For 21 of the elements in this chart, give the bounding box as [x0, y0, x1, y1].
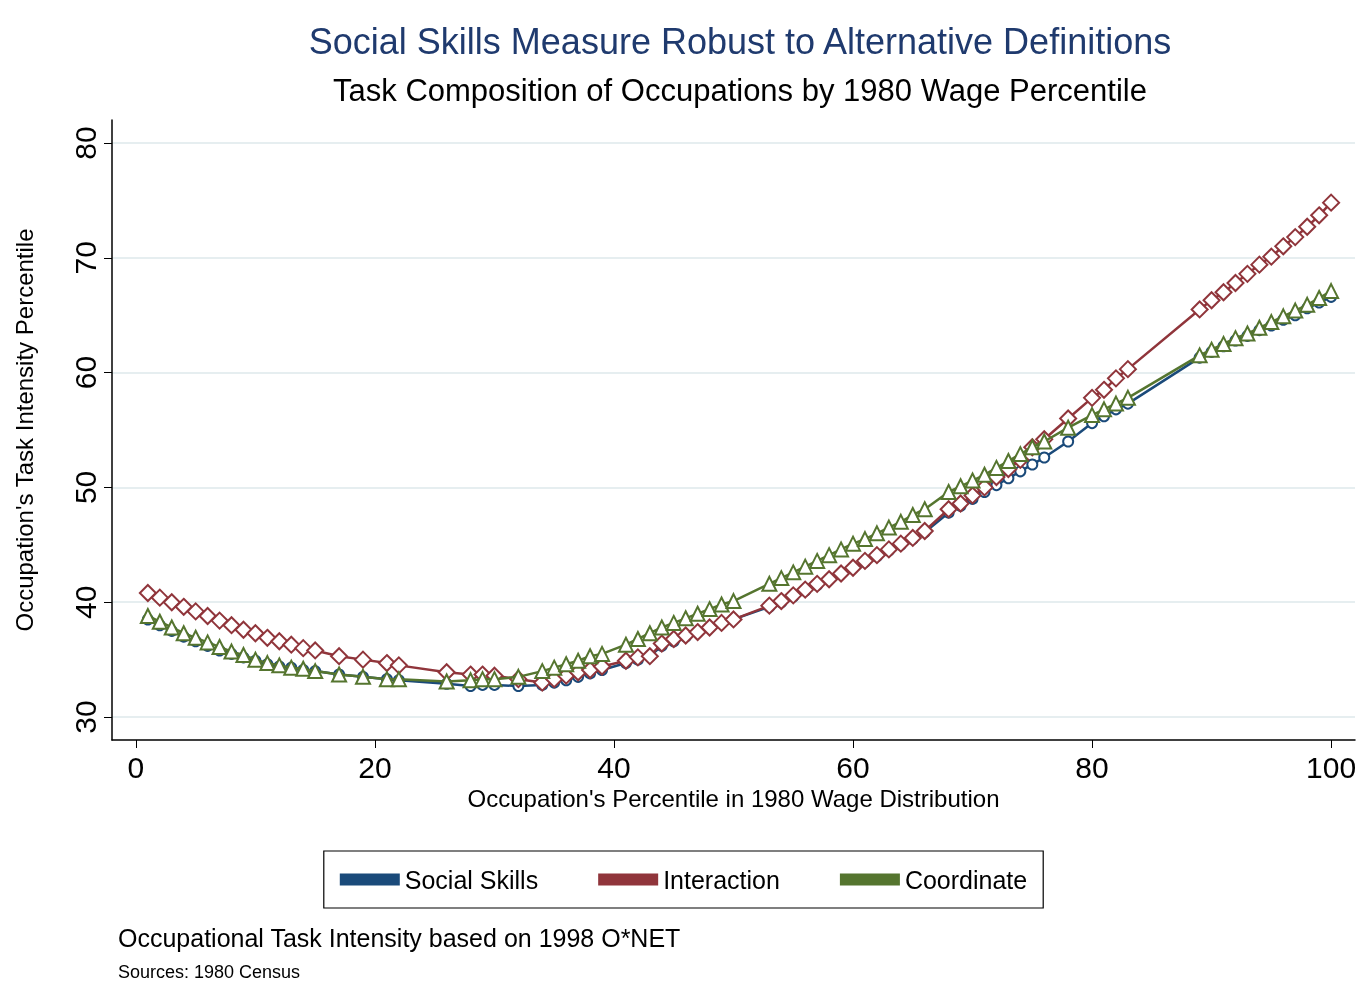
y-tick-label: 30 — [68, 700, 102, 734]
text: Occupational Task Intensity based on 1998 O*NET — [118, 923, 681, 952]
chart-title: Social Skills Measure Robust to Alternative Definitions — [308, 20, 1172, 62]
x-tick-label: 60 — [836, 750, 870, 784]
legend-label: Interaction — [663, 865, 780, 894]
y-tick-label: 70 — [68, 241, 102, 275]
x-axis-title: Occupation's Percentile in 1980 Wage Distribution — [467, 785, 1000, 813]
x-tick-label: 80 — [1075, 750, 1109, 784]
y-tick-label: 80 — [68, 126, 102, 160]
x-tick-label: 100 — [1306, 750, 1357, 784]
legend-label: Social Skills — [404, 865, 539, 894]
x-tick-label: 20 — [358, 750, 392, 784]
y-axis-title: Occupation's Task Intensity Percentile — [10, 228, 38, 632]
y-tick-label: 50 — [68, 470, 102, 505]
legend-label: Coordinate — [904, 865, 1028, 894]
y-tick-label: 60 — [68, 355, 102, 390]
source-note: Sources: 1980 Census — [118, 962, 301, 982]
chart-subtitle: Task Composition of Occupations by 1980 Wage Percentile — [333, 73, 1147, 108]
y-tick-label: 40 — [68, 585, 102, 619]
x-tick-label: 0 — [127, 750, 145, 784]
x-tick-label: 40 — [597, 750, 631, 784]
